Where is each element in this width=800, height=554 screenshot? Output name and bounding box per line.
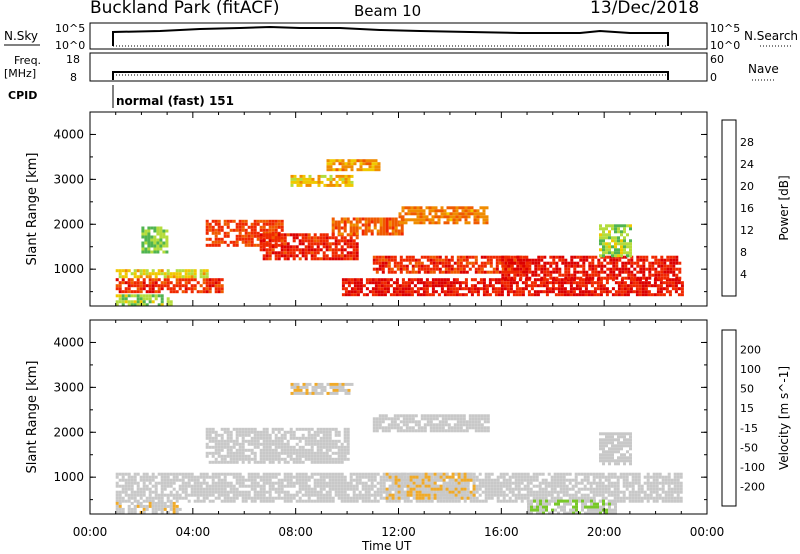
power-colorbar-tick: 16 [740,202,754,215]
power-region-5 [259,233,359,261]
time-tick-label: 16:00 [484,525,519,539]
velocity-colorbar-tick: 200 [740,344,761,357]
velocity-ytick-label: 4000 [53,335,84,349]
freq-tick-top: 18 [66,53,80,66]
time-axis-label: Time UT [361,539,412,553]
cpid-text: normal (fast) 151 [116,94,234,108]
velocity-region-6 [527,499,617,515]
power-panel: 1000 2000 3000 4000 Slant Range [km] [25,111,708,307]
velocity-colorbar-tick: 100 [740,363,761,376]
power-ylabel: Slant Range [km] [25,153,40,266]
power-colorbar-tick: 4 [740,268,747,281]
power-region-9 [398,206,489,225]
power-ytick-label: 4000 [53,127,84,141]
freq-trace [112,71,669,80]
velocity-colorbar-tick: -100 [740,461,765,474]
beam-label: Beam 10 [354,2,421,20]
cpid-label: CPID [8,89,37,102]
power-region-11 [341,278,684,297]
time-tick-label: 00:00 [73,525,108,539]
time-tick-label: 08:00 [278,525,313,539]
power-region-3 [141,226,169,254]
velocity-region-4 [372,414,490,433]
power-region-1 [115,269,209,279]
power-region-13 [599,224,632,258]
velocity-colorbar-tick: -200 [740,480,765,493]
nave-tick-bottom: 0 [710,71,717,84]
power-region-2 [115,294,173,307]
velocity-ylabel: Slant Range [km] [25,361,40,474]
time-tick-label: 04:00 [176,525,211,539]
nsky-tick-bottom: 10^0 [55,39,85,52]
power-ytick-label: 2000 [53,217,84,231]
nsearch-label: N.Search [744,29,798,43]
power-region-12 [501,255,682,280]
velocity-yticks: 1000 2000 3000 4000 [53,320,708,514]
velocity-data [115,382,683,515]
velocity-colorbar-tick: -50 [740,441,758,454]
nsky-trace [112,25,669,46]
power-region-8 [331,217,404,236]
power-colorbar-tick: 28 [740,136,754,149]
cpid-row: CPID normal (fast) 151 [8,85,234,108]
date-label: 13/Dec/2018 [590,0,699,18]
nave-tick-top: 60 [710,53,724,66]
velocity-region-2 [205,427,350,464]
freq-label-top: Freq. [14,54,41,67]
nsearch-tick-bottom: 10^0 [710,39,740,52]
velocity-colorbar: -200 -100 -50 -15 15 50 100 200 Velocity [m s^-… [721,329,791,507]
nsearch-tick-top: 10^5 [710,22,740,35]
velocity-region-1 [115,501,182,514]
velocity-ytick-label: 3000 [53,380,84,394]
velocity-ytick-label: 1000 [53,470,84,484]
power-region-0 [115,278,224,294]
time-tick-label: 00:00 [690,525,725,539]
power-colorbar-tick: 8 [740,246,747,259]
power-region-6 [290,174,354,187]
power-colorbar-ticks: 4 8 12 16 20 24 28 [740,136,754,281]
nsky-label: N.Sky [4,29,38,43]
time-tick-label: 20:00 [587,525,622,539]
freq-tick-bottom: 8 [70,71,77,84]
velocity-colorbar-ticks: -200 -100 -50 -15 15 50 100 200 [740,344,765,494]
power-colorbar: 4 8 12 16 20 24 28 Power [dB] [721,119,791,297]
power-colorbar-label: Power [dB] [777,175,791,240]
velocity-region-7 [599,432,632,466]
velocity-ytick-label: 2000 [53,425,84,439]
power-yticks: 1000 2000 3000 4000 [53,112,708,306]
freq-label-bottom: [MHz] [4,67,36,80]
plot-title: Buckland Park (fitACF) [90,0,280,18]
time-tick-label: 12:00 [381,525,416,539]
power-colorbar-tick: 20 [740,180,754,193]
velocity-region-3 [290,382,354,395]
power-colorbar-tick: 24 [740,158,754,171]
power-ytick-label: 3000 [53,172,84,186]
velocity-colorbar-tick: 15 [740,402,754,415]
power-data [115,159,684,307]
power-region-7 [326,159,381,172]
velocity-colorbar-tick: -15 [740,422,758,435]
nsky-strip: N.Sky 10^5 10^0 10^5 10^0 N.Search [4,22,798,52]
velocity-panel: 1000 2000 3000 4000 00:00 04:00 08:00 12:00 16:… [25,319,725,553]
velocity-region-5 [385,472,476,500]
velocity-xticks: 00:00 04:00 08:00 12:00 16:00 20:00 00:00 [73,525,725,539]
freq-strip: Freq. [MHz] 18 8 60 0 Nave [4,52,779,84]
nsky-tick-top: 10^5 [55,22,85,35]
power-ytick-label: 1000 [53,262,84,276]
velocity-colorbar-label: Velocity [m s^-1] [777,366,791,470]
power-colorbar-tick: 12 [740,224,754,237]
nave-label: Nave [748,62,779,76]
velocity-colorbar-tick: 50 [740,383,754,396]
